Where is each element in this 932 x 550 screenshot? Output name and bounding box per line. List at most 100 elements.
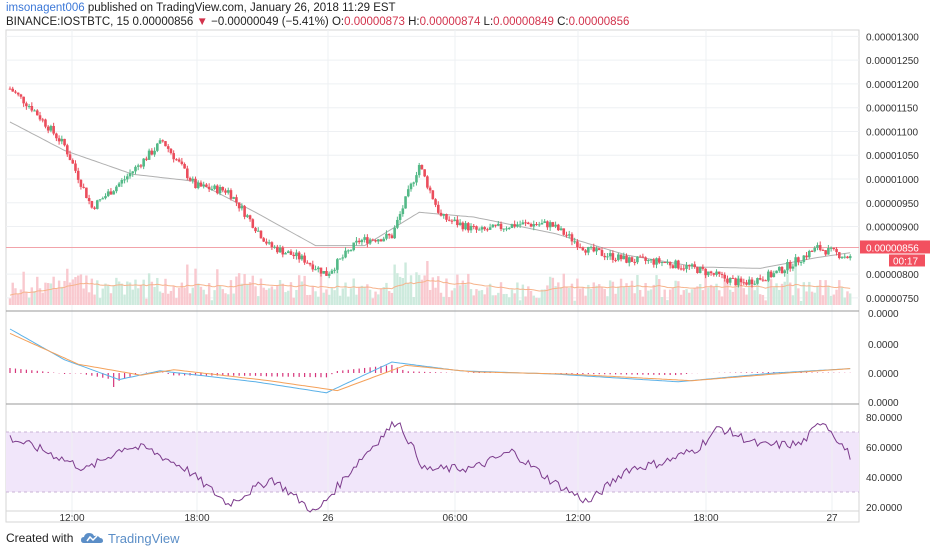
volume-bar: [401, 277, 405, 305]
volume-bar: [235, 276, 238, 305]
price-axis[interactable]: 0.00001300 0.00001250 0.00001200 0.00001150…: [866, 32, 919, 304]
candle-body: [475, 226, 478, 230]
candle-body: [327, 273, 331, 276]
candle-body: [439, 212, 443, 216]
candle-body: [14, 91, 17, 93]
candle-body: [254, 227, 257, 232]
volume-bar: [363, 286, 366, 305]
candle-body: [131, 171, 135, 174]
volume-bar: [167, 293, 170, 305]
volume-bar: [368, 289, 372, 305]
candle-body: [41, 119, 45, 121]
candle-body: [682, 268, 686, 270]
volume-bar: [641, 296, 645, 305]
volume-bar: [467, 273, 470, 305]
volume-bar: [546, 285, 549, 305]
candle-body: [709, 271, 713, 274]
volume-bars: [8, 261, 852, 305]
macd-tick-label: 0.0000: [868, 398, 899, 409]
candle-body: [818, 245, 822, 250]
candle-body: [270, 242, 274, 247]
volume-bar: [281, 283, 284, 305]
candle-body: [226, 190, 230, 193]
candle-body: [693, 264, 697, 268]
candle-body: [235, 197, 238, 203]
volume-bar: [606, 296, 609, 305]
volume-bar: [445, 278, 448, 305]
volume-bar: [808, 281, 811, 305]
last-price: 0.00000856: [132, 16, 194, 28]
volume-bar: [693, 287, 696, 305]
volume-bar: [758, 294, 762, 305]
volume-bar: [8, 298, 12, 305]
volume-bar: [428, 289, 432, 305]
volume-bar: [308, 294, 312, 305]
candle-body: [734, 278, 737, 286]
candle-body: [698, 266, 702, 273]
volume-bar: [510, 289, 514, 305]
candle-body: [647, 260, 650, 262]
candle-body: [188, 177, 192, 181]
candle-body: [622, 255, 626, 260]
candle-body: [393, 227, 396, 239]
volume-bar: [707, 287, 710, 305]
candle-body: [516, 224, 519, 227]
candle-body: [112, 191, 115, 195]
volume-bar: [838, 280, 841, 305]
volume-bar: [311, 285, 315, 305]
candle-body: [76, 170, 80, 180]
candle-body: [281, 247, 285, 255]
volume-bar: [76, 275, 80, 305]
volume-bar: [229, 280, 233, 305]
volume-bar: [262, 287, 265, 305]
candle-body: [87, 198, 91, 202]
candle-body: [115, 186, 118, 192]
volume-bar: [625, 283, 628, 305]
symbol-label[interactable]: BINANCE:IOSTBTC, 15: [6, 16, 130, 28]
volume-bar: [287, 290, 290, 305]
candle-body: [638, 256, 642, 258]
volume-bar: [647, 290, 650, 305]
time-tick-label: 18:00: [184, 513, 209, 524]
volume-bar: [336, 265, 339, 305]
volume-bar: [297, 275, 301, 305]
author-link[interactable]: imsonagent006: [6, 2, 85, 14]
chart-canvas[interactable]: 0.00001300 0.00001250 0.00001200 0.00001150…: [0, 0, 932, 526]
volume-bar: [30, 287, 34, 305]
candle-body: [685, 265, 688, 269]
candle-body: [284, 253, 287, 255]
time-tick-label: 26: [322, 513, 334, 524]
tradingview-cloud-icon[interactable]: [80, 530, 104, 546]
candle-body: [715, 271, 718, 275]
time-axis[interactable]: 12:00 18:00 26 06:00 12:00 18:00 27: [59, 513, 838, 524]
tradingview-link[interactable]: TradingView: [108, 531, 180, 546]
candle-body: [338, 258, 342, 260]
price-tick-label: 0.00000800: [866, 270, 919, 281]
candle-body: [306, 262, 309, 264]
volume-bar: [772, 287, 776, 305]
volume-bar: [357, 287, 361, 305]
candle-body: [349, 250, 353, 252]
volume-bar: [382, 286, 385, 305]
candle-body: [202, 184, 205, 187]
close-value: 0.00000856: [568, 16, 630, 28]
rsi-tick-label: 60.0000: [866, 443, 903, 454]
candle-body: [791, 266, 795, 269]
candle-body: [232, 197, 235, 199]
publish-line: imsonagent006 published on TradingView.c…: [6, 2, 396, 14]
candle-body: [480, 227, 484, 230]
candle-body: [341, 257, 345, 259]
candle-body: [447, 219, 451, 221]
price-tick-label: 0.00001050: [866, 151, 919, 162]
volume-bar: [284, 292, 287, 305]
volume-bar: [674, 280, 677, 305]
volume-bar: [671, 287, 675, 305]
volume-bar: [57, 280, 61, 305]
candle-body: [357, 240, 361, 243]
volume-bar: [120, 283, 124, 305]
volume-bar: [38, 288, 42, 305]
high-value: 0.00000874: [419, 16, 481, 28]
volume-bar: [246, 284, 249, 305]
volume-bar: [810, 291, 814, 305]
volume-bar: [68, 282, 72, 305]
